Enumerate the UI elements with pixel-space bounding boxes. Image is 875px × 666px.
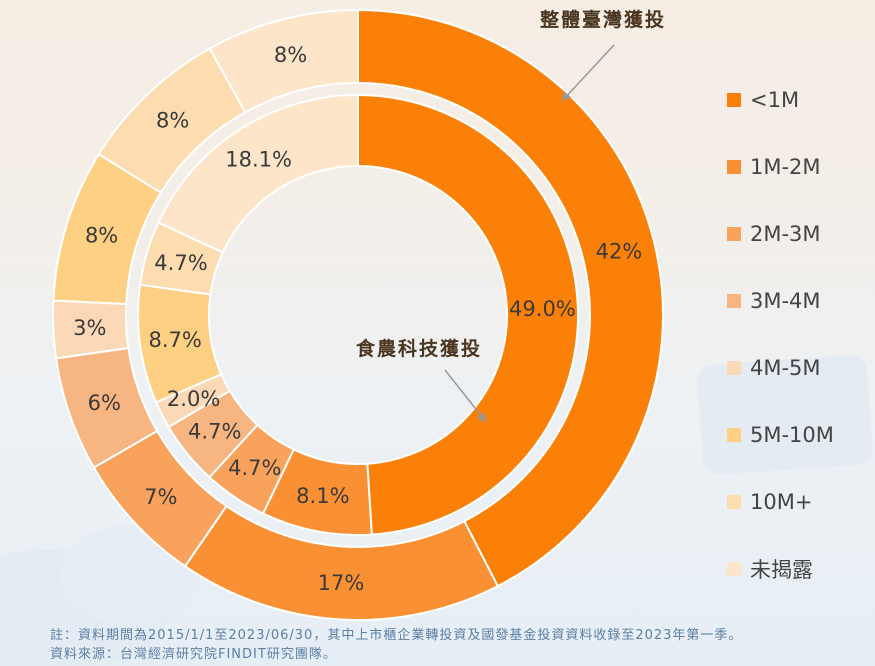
- inner-ring-title: 食農科技獲投: [356, 337, 482, 360]
- legend-swatch: [727, 293, 741, 308]
- legend-item: 2M-3M: [727, 200, 834, 267]
- legend-swatch: [727, 561, 741, 576]
- legend-label: <1M: [750, 87, 800, 112]
- legend-item: 未揭露: [727, 535, 834, 602]
- outer-slice-label-8: 8%: [274, 43, 307, 67]
- outer-ring-title: 整體臺灣獲投: [540, 8, 666, 31]
- outer-slice-label-3: 7%: [144, 485, 177, 509]
- inner-slice-8: [157, 93, 359, 254]
- legend-label: 2M-3M: [750, 221, 821, 246]
- legend-item: 3M-4M: [727, 267, 834, 334]
- inner-slice-label-7: 4.7%: [154, 251, 207, 275]
- inner-slice-label-2: 8.1%: [296, 484, 349, 508]
- outer-slice-1: [357, 8, 664, 588]
- legend-swatch: [727, 494, 741, 509]
- inner-ring-pointer: [444, 369, 487, 423]
- outer-ring: [52, 8, 664, 621]
- legend-label: 4M-5M: [750, 355, 821, 380]
- inner-ring: [137, 93, 580, 536]
- outer-slice-label-6: 8%: [85, 223, 118, 247]
- outer-slice-label-4: 6%: [88, 391, 121, 415]
- inner-slice-label-5: 2.0%: [167, 387, 220, 411]
- footnote-source: 資料來源：台灣經濟研究院FINDIT研究團隊。: [50, 647, 337, 662]
- legend-label: 1M-2M: [750, 154, 821, 179]
- inner-slice-label-4: 4.7%: [188, 419, 241, 443]
- inner-slice-label-3: 4.7%: [228, 456, 281, 480]
- decor-card: [697, 355, 873, 475]
- outer-ring-arrowhead: [562, 91, 571, 101]
- legend-swatch: [727, 159, 741, 174]
- inner-slice-1: [357, 93, 580, 536]
- inner-slice-label-6: 8.7%: [149, 328, 202, 352]
- outer-slice-8: [208, 8, 359, 114]
- legend-item: 4M-5M: [727, 334, 834, 401]
- inner-ring-arrowhead: [477, 412, 486, 422]
- legend-label: 5M-10M: [750, 422, 834, 447]
- outer-slice-label-7: 8%: [156, 109, 189, 133]
- legend-item: 1M-2M: [727, 133, 834, 200]
- legend-swatch: [727, 360, 741, 375]
- outer-slice-label-1: 42%: [596, 240, 643, 264]
- outer-slice-label-2: 17%: [318, 571, 365, 595]
- legend-label: 3M-4M: [750, 288, 821, 313]
- inner-slice-label-8: 18.1%: [225, 148, 292, 172]
- legend-swatch: [727, 226, 741, 241]
- legend-item: 5M-10M: [727, 401, 834, 468]
- legend: <1M 1M-2M 2M-3M 3M-4M 4M-5M 5M-10M 10M+ 未揭露: [727, 66, 834, 602]
- outer-ring-pointer: [561, 44, 615, 102]
- outer-slice-label-5: 3%: [73, 316, 106, 340]
- legend-item: 10M+: [727, 468, 834, 535]
- legend-item: <1M: [727, 66, 834, 133]
- ring-annotations: 整體臺灣獲投 食農科技獲投: [356, 8, 666, 423]
- legend-label: 未揭露: [750, 557, 813, 582]
- legend-swatch: [727, 92, 741, 107]
- footnote-period: 註：資料期間為2015/1/1至2023/06/30，其中上市櫃企業轉投資及國發…: [50, 628, 743, 643]
- segment-labels: 42% 17% 7% 6% 3% 8% 8% 8% 49.0% 8.1% 4.7% 4.7% 2.0% 8…: [73, 43, 642, 595]
- legend-swatch: [727, 427, 741, 442]
- legend-label: 10M+: [750, 489, 813, 514]
- inner-slice-label-1: 49.0%: [509, 297, 576, 321]
